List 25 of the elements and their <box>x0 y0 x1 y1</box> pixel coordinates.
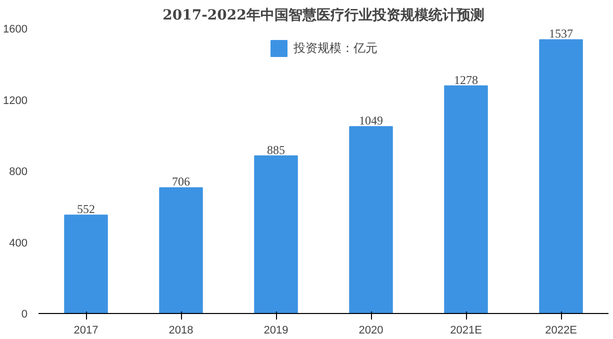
data-label: 1049 <box>359 114 383 128</box>
bar <box>539 39 583 314</box>
x-tick-label: 2020 <box>358 324 384 336</box>
bar <box>254 155 298 314</box>
legend-label: 投资规模：亿元 <box>294 40 378 56</box>
y-tick-label: 0 <box>21 308 28 320</box>
data-label: 706 <box>172 174 190 189</box>
x-tick-label: 2021E <box>450 324 482 336</box>
bar <box>349 126 393 314</box>
x-tick-label: 2018 <box>168 324 194 336</box>
y-tick-label: 400 <box>9 237 28 250</box>
bar <box>444 85 488 314</box>
data-label: 1537 <box>549 26 573 41</box>
x-tick-label: 2022E <box>545 324 577 336</box>
data-label: 552 <box>77 202 95 216</box>
y-tick-label: 1600 <box>3 24 28 36</box>
y-tick-label: 800 <box>9 166 28 178</box>
x-tick-label: 2017 <box>74 324 98 336</box>
data-label: 885 <box>267 142 285 157</box>
y-tick-label: 1200 <box>3 94 28 107</box>
chart-title: 2017-2022年中国智慧医疗行业投资规模统计预测 <box>162 6 484 24</box>
bar <box>64 214 108 314</box>
x-tick-label: 2019 <box>264 324 288 336</box>
bar <box>159 187 203 314</box>
data-label: 1278 <box>454 72 478 87</box>
